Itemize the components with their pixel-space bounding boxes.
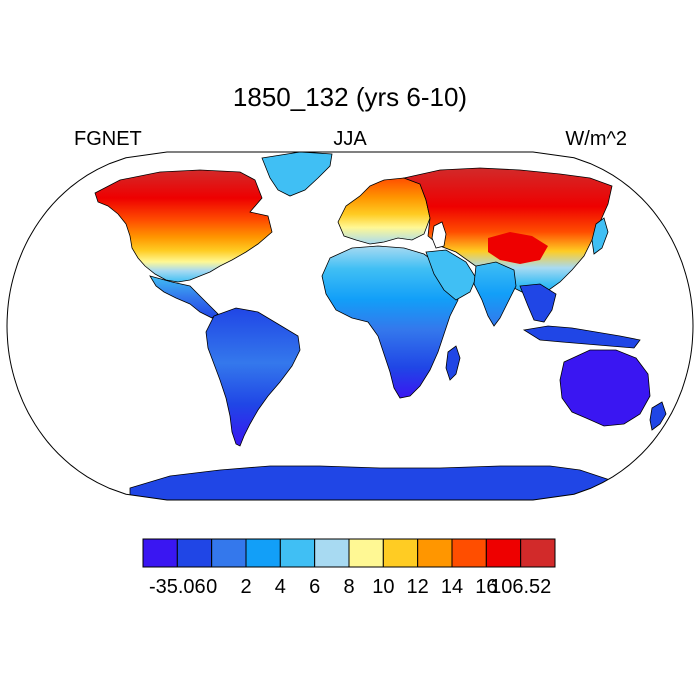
colorbar-tick-label: 14 — [441, 576, 463, 598]
tibet-region — [488, 232, 548, 264]
colorbar-box — [382, 538, 419, 568]
colorbar-tick-label: 12 — [407, 576, 429, 598]
colorbar-tick-label: 10 — [372, 576, 394, 598]
land-fill — [94, 152, 667, 500]
new-zealand — [649, 401, 667, 431]
season-label: JJA — [333, 128, 367, 150]
india — [473, 261, 517, 327]
colorbar-tick-label: 6 — [309, 576, 320, 598]
caspian-sea — [431, 221, 447, 249]
indonesia — [522, 325, 641, 349]
colorbar-tick-label: 8 — [343, 576, 354, 598]
south-america — [205, 307, 301, 447]
map-boundary — [6, 151, 694, 501]
north-america — [94, 169, 273, 283]
units-label: W/m^2 — [565, 128, 627, 150]
southeast-asia — [519, 283, 557, 323]
colorbar-boxes — [142, 538, 556, 568]
colorbar-box — [451, 538, 487, 568]
africa — [321, 245, 459, 399]
japan — [591, 217, 609, 255]
colorbar-box — [211, 538, 247, 568]
greenland — [261, 152, 333, 197]
colorbar-box — [176, 538, 213, 568]
colorbar-box — [417, 538, 453, 568]
madagascar — [445, 345, 461, 381]
colorbar-tick-label: 16 — [475, 576, 497, 598]
central-america — [149, 275, 219, 319]
colorbar-tick-label: 106.52 — [490, 576, 551, 598]
colorbar-box — [279, 538, 316, 568]
colorbar-tick-label: 0 — [206, 576, 217, 598]
colorbar-tick-label: -35.06 — [149, 576, 206, 598]
variable-label: FGNET — [74, 128, 142, 150]
colorbar-tick-label: 2 — [240, 576, 251, 598]
arabia — [425, 249, 477, 301]
colorbar-box — [142, 538, 178, 568]
colorbar-tick-label: 4 — [275, 576, 286, 598]
colorbar-box — [348, 538, 384, 568]
colorbar-box — [485, 538, 522, 568]
asia — [402, 167, 613, 297]
colorbar-box — [520, 538, 556, 568]
plot-title: 1850_132 (yrs 6-10) — [232, 82, 468, 112]
colorbar-box — [245, 538, 281, 568]
australia — [559, 349, 651, 427]
colorbar-box — [314, 538, 350, 568]
